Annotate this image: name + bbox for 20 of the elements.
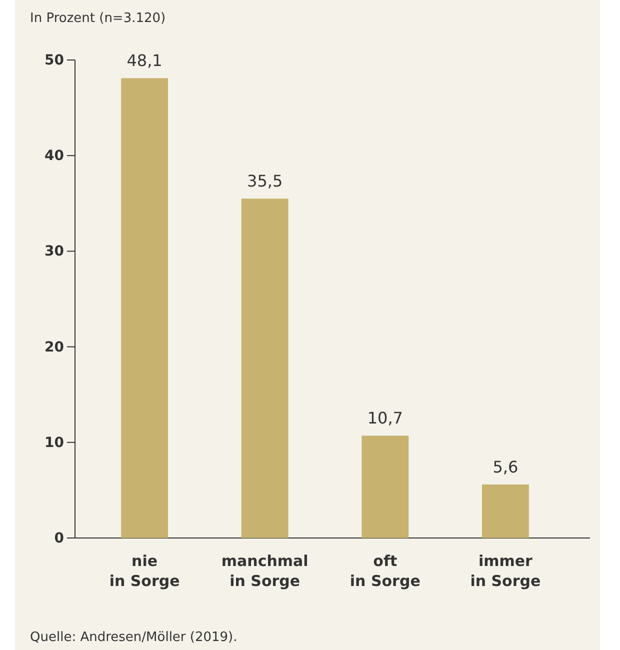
bar <box>362 436 409 538</box>
x-tick-label: manchmal in Sorge <box>221 552 308 590</box>
y-tick-label: 40 <box>44 148 64 164</box>
x-tick-label: immer in Sorge <box>470 552 541 590</box>
source-note: Quelle: Andresen/Möller (2019). <box>30 630 238 645</box>
x-tick-label: oft in Sorge <box>350 552 420 590</box>
bar <box>121 78 168 538</box>
y-tick-label: 0 <box>54 530 64 546</box>
data-label: 48,1 <box>126 51 162 70</box>
bar <box>482 484 529 538</box>
data-label: 35,5 <box>247 172 283 191</box>
y-tick-label: 20 <box>44 339 64 356</box>
y-tick-label: 50 <box>44 52 64 68</box>
y-axis-title: In Prozent (n=3.120) <box>30 11 166 26</box>
x-tick-label: nie in Sorge <box>109 552 180 590</box>
y-tick-label: 10 <box>44 434 64 451</box>
data-label: 10,7 <box>367 408 403 428</box>
y-tick-label: 30 <box>44 244 64 260</box>
data-label: 5,6 <box>492 457 518 476</box>
bar <box>241 198 288 538</box>
